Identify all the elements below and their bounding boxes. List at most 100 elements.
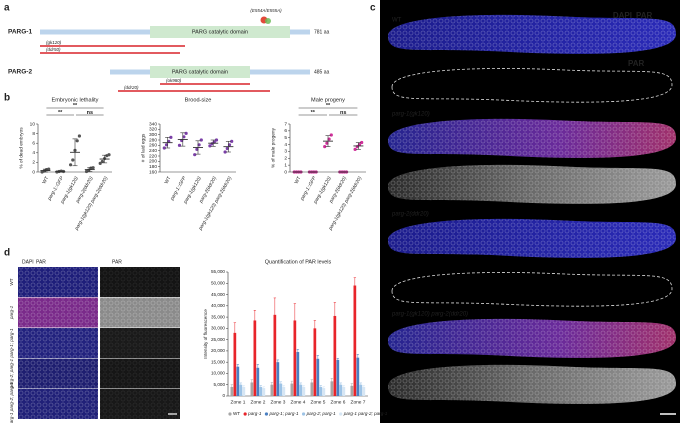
- significance-label: **: [326, 103, 331, 109]
- data-point: [329, 133, 333, 137]
- y-tick-label: 25,000: [211, 337, 225, 342]
- y-tick-label: 4: [284, 142, 287, 148]
- data-point: [169, 135, 173, 139]
- channel-label: DAPI: [22, 259, 34, 265]
- x-tick-label: Zone 4: [291, 399, 306, 405]
- y-tick-label: 5: [284, 135, 287, 141]
- legend-swatch: [301, 412, 306, 416]
- y-tick-label: 10: [30, 121, 36, 127]
- gene-name: PARG-1: [8, 29, 32, 36]
- bar: [350, 385, 354, 396]
- y-tick-label: 40,000: [211, 303, 225, 308]
- image-cells: [18, 267, 98, 297]
- x-tick-label: Zone 1: [231, 399, 246, 405]
- bar: [313, 328, 317, 396]
- bar: [356, 357, 360, 396]
- x-tick-label: WT: [293, 176, 302, 186]
- y-tick-label: 200: [149, 159, 157, 165]
- y-tick-label: 240: [149, 148, 157, 154]
- y-tick-label: 7: [284, 121, 287, 127]
- genotype-label: WT: [392, 18, 402, 24]
- allele-label: (gk120): [46, 40, 62, 45]
- x-tick-label: WT: [41, 176, 50, 186]
- bar: [250, 382, 254, 396]
- genotype-label: parg-2(ddr20): [391, 212, 429, 218]
- channel-label: PAR: [36, 259, 46, 265]
- catalytic-domain: [150, 66, 250, 78]
- data-point: [75, 139, 79, 143]
- mutation-site: [265, 18, 271, 24]
- bar: [316, 358, 320, 396]
- data-point: [193, 153, 197, 157]
- data-point: [177, 143, 182, 147]
- gonad-cells: [388, 218, 676, 258]
- y-tick-label: 4: [32, 150, 35, 156]
- protein-length: 485 aa: [314, 69, 330, 75]
- data-point: [208, 144, 212, 148]
- image-cells: [18, 389, 98, 419]
- row-label: parg-1: [9, 305, 14, 320]
- bar: [353, 285, 357, 396]
- x-tick-label: Zone 2: [251, 399, 266, 405]
- y-tick-label: 1: [284, 162, 287, 168]
- y-tick-label: 280: [149, 137, 157, 143]
- data-point: [184, 131, 188, 135]
- bar: [236, 366, 240, 396]
- legend-swatch: [228, 412, 232, 416]
- y-axis-label: % of male progeny: [270, 127, 276, 168]
- data-point: [47, 167, 51, 171]
- chart-title: Quantification of PAR levels: [265, 259, 332, 265]
- allele-label: (ddr20): [124, 85, 139, 90]
- gonad-cells: [388, 364, 676, 404]
- bar: [279, 383, 283, 396]
- y-tick-label: 2: [32, 160, 35, 166]
- y-tick-label: 160: [149, 169, 157, 175]
- row-label: WT: [9, 278, 14, 285]
- allele-label: (ddr50): [46, 47, 61, 52]
- y-axis-label: Intensity of fluorescence: [203, 309, 208, 359]
- genotype-label: parg-1(gk120) parg-2(ddr20): [391, 312, 468, 318]
- y-tick-label: 35,000: [211, 314, 225, 319]
- image-cells: [18, 297, 98, 328]
- bar: [319, 386, 323, 396]
- significance-label: **: [73, 103, 78, 109]
- bar: [330, 381, 334, 396]
- gonad-outline: [391, 68, 673, 103]
- data-point: [195, 147, 199, 151]
- y-tick-label: 30,000: [211, 326, 225, 331]
- data-point: [214, 138, 219, 142]
- protein-length: 781 aa: [314, 29, 330, 35]
- data-point: [91, 166, 95, 170]
- y-tick-label: 50,000: [211, 280, 225, 285]
- bar: [233, 332, 237, 396]
- x-tick-label: Zone 5: [311, 399, 326, 405]
- panel-letter: c: [370, 3, 376, 14]
- bar: [276, 362, 280, 396]
- y-tick-label: 20,000: [211, 348, 225, 353]
- image-cells: [18, 358, 98, 389]
- data-point: [107, 153, 111, 157]
- y-tick-label: 180: [149, 164, 157, 170]
- chart-title: Brood-size: [185, 97, 212, 103]
- domain-label: PARG catalytic domain: [192, 29, 248, 35]
- y-axis-label: % of dead embryos: [18, 127, 24, 169]
- data-point: [77, 134, 81, 138]
- bar: [336, 359, 340, 396]
- inset-label: PAR: [628, 59, 645, 68]
- data-point: [199, 138, 203, 142]
- y-tick-label: 0: [284, 169, 287, 175]
- gene-name: PARG-2: [8, 69, 32, 76]
- gonad-cells: [388, 318, 676, 358]
- y-tick-label: 340: [149, 121, 157, 127]
- image-cells: [100, 358, 180, 389]
- y-tick-label: 10,000: [211, 371, 225, 376]
- y-tick-label: 8: [32, 131, 35, 137]
- image-cells: [18, 328, 98, 358]
- channel-label: PAR: [636, 11, 653, 20]
- gonad-cells: [388, 14, 676, 54]
- bar: [333, 315, 337, 396]
- bar: [293, 320, 297, 396]
- data-point: [164, 143, 169, 147]
- x-tick-label: Zone 3: [271, 399, 286, 405]
